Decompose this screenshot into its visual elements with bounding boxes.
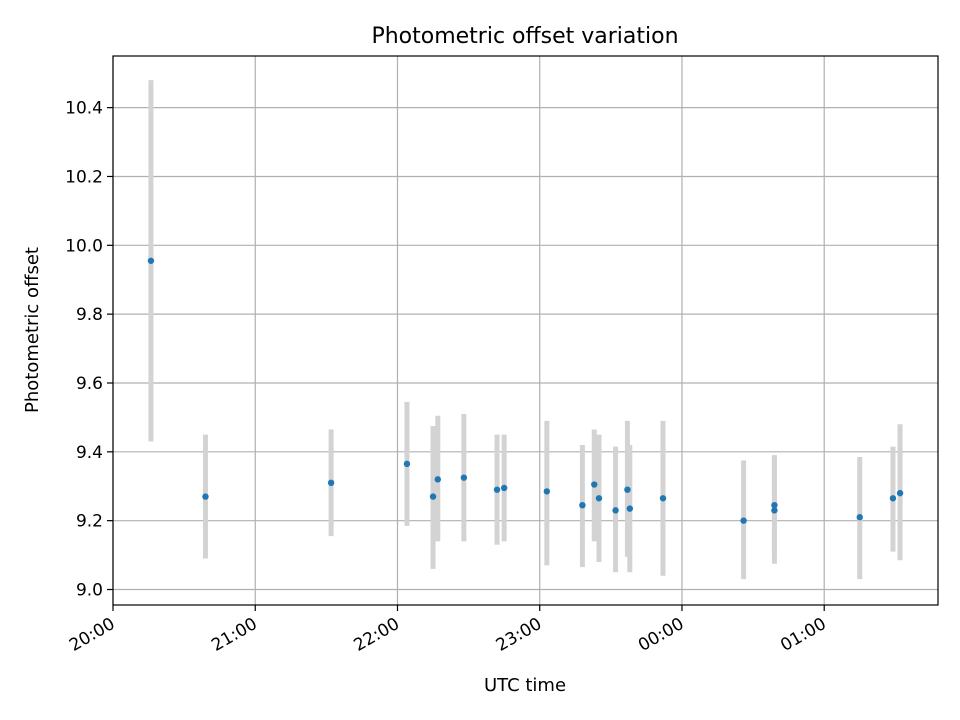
y-tick-label: 9.4 (76, 443, 103, 463)
data-point (612, 507, 619, 514)
data-point (591, 481, 598, 488)
data-point (543, 488, 551, 495)
y-tick-label: 9.8 (76, 305, 103, 325)
data-point (624, 486, 631, 493)
y-tick-label: 10.0 (65, 236, 103, 256)
data-point (856, 514, 863, 521)
chart-title: Photometric offset variation (371, 24, 678, 49)
y-axis-label: Photometric offset (22, 247, 43, 413)
plot-frame (112, 55, 939, 606)
y-tick-label: 10.4 (65, 99, 103, 119)
y-tick-label: 9.2 (76, 512, 103, 532)
data-point (429, 493, 437, 500)
y-tick-label: 9.6 (76, 374, 103, 394)
y-tick-label: 10.2 (65, 167, 103, 187)
data-point (740, 517, 747, 524)
data-point (460, 474, 468, 481)
data-point (771, 501, 778, 509)
data-point (896, 489, 904, 497)
x-axis-label: UTC time (484, 675, 566, 696)
grid (112, 56, 938, 605)
data-point (595, 495, 603, 502)
data-point (659, 495, 667, 502)
data-point (889, 495, 897, 502)
data-point (771, 507, 778, 514)
data-point (403, 460, 411, 468)
data-point (579, 501, 586, 509)
data-points (147, 257, 904, 524)
data-point (626, 505, 634, 512)
data-point (493, 486, 501, 493)
plot-area (113, 56, 938, 605)
data-point (500, 484, 508, 492)
data-point (434, 476, 441, 483)
data-point (327, 479, 335, 487)
data-point (147, 257, 155, 264)
data-point (202, 493, 209, 500)
y-tick-label: 9.0 (76, 581, 103, 601)
y-axis-ticks: 9.0 9.2 9.4 9.6 9.8 10.0 10.2 10.4 (65, 99, 113, 601)
